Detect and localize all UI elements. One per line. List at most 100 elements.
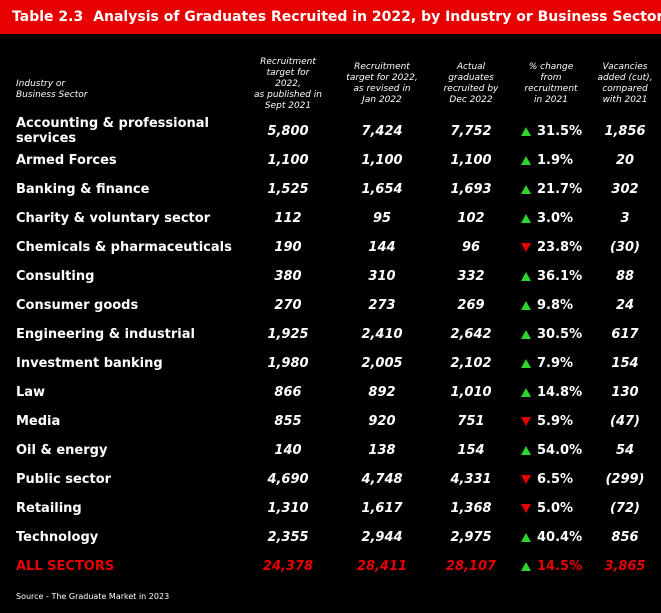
target-revised-value: 4,748 [361,471,403,487]
actual-value: 1,010 [450,384,492,400]
header-line: Recruitment [260,56,316,67]
vacancies-value: 88 [615,268,635,284]
percent-change-value: 14.8% [537,384,583,400]
percent-change-value: 14.5% [537,558,583,574]
actual-value: 2,642 [450,326,492,342]
header-line: Vacancies [602,62,648,72]
actual-value: 751 [457,413,485,429]
actual-value: 1,368 [450,500,492,516]
percent-change-cell: 23.8% [513,233,589,261]
down-arrow-icon [521,474,531,484]
percent-change-value: 40.4% [537,529,583,545]
target-revised-value: 1,100 [361,152,403,168]
sector-name: Retailing [16,500,82,516]
vacancies-value: (30) [610,239,640,255]
target-published-value: 24,378 [262,558,314,574]
percent-change-cell: 54.0% [513,436,589,464]
actual-value: 2,975 [450,529,492,545]
target-published-value: 4,690 [267,471,309,487]
target-published-value: 866 [274,384,302,400]
percent-change-cell: 9.8% [513,291,589,319]
target-revised-value: 144 [368,239,396,255]
up-arrow-icon [521,561,531,571]
vacancies-value: (299) [605,471,645,487]
sector-name: Technology [16,529,99,545]
percent-change-cell: 30.5% [513,320,589,348]
header-line: target for 2022, [346,73,418,83]
target-revised-value: 310 [368,268,396,284]
table-number: Table 2.3 [12,9,84,25]
percent-change-cell: 36.1% [513,262,589,290]
percent-change-cell: 14.8% [513,378,589,406]
header-line: % change [528,62,574,72]
actual-value: 2,102 [450,355,492,371]
vacancies-value: 856 [611,529,639,545]
target-revised-value: 2,410 [361,326,403,342]
header-line: Dec 2022 [449,95,493,105]
up-arrow-icon [521,329,531,339]
header-line: as revised in [353,84,411,94]
table-row: Accounting & professional services 5,800 7… [0,116,661,146]
target-published-value: 112 [274,210,302,226]
vacancies-value: 3 [620,210,630,226]
vacancies-value: 1,856 [604,123,646,139]
header-line: graduates [448,73,494,83]
target-revised-value: 2,944 [361,529,403,545]
header-line: Jan 2022 [362,95,402,105]
percent-change-cell: 31.5% [513,117,589,145]
header-line: with 2021 [602,95,648,105]
percent-change-cell: 5.9% [513,407,589,435]
up-arrow-icon [521,126,531,136]
vacancies-value: 54 [615,442,635,458]
target-revised-value: 7,424 [361,123,403,139]
sector-name: Investment banking [16,355,163,371]
sector-name: Banking & finance [16,181,150,197]
target-published-value: 855 [274,413,302,429]
header-line: Recruitment [354,62,410,72]
target-published-value: 380 [274,268,302,284]
vacancies-value: (72) [610,500,640,516]
header-line: as published in [254,89,322,100]
sector-name: Engineering & industrial [16,326,195,342]
sector-name: Law [16,384,46,400]
up-arrow-icon [521,271,531,281]
target-published-value: 270 [274,297,302,313]
table-row: Charity & voluntary sector 112 95 102 3.0% 3 [0,204,661,232]
sector-name: Chemicals & pharmaceuticals [16,239,232,255]
percent-change-value: 30.5% [537,326,583,342]
vacancies-value: 20 [615,152,635,168]
up-arrow-icon [521,184,531,194]
table-row: Investment banking 1,980 2,005 2,102 7.9% 154 [0,349,661,377]
header-change: % change from recruitment in 2021 [513,56,589,112]
table-row: Law 866 892 1,010 14.8% 130 [0,378,661,406]
table-row: Engineering & industrial 1,925 2,410 2,642 3… [0,320,661,348]
vacancies-value: 130 [611,384,639,400]
header-line: from [540,73,562,83]
table-row: Banking & finance 1,525 1,654 1,693 21.7% 302 [0,175,661,203]
header-sector: Industry or Business Sector [16,62,136,118]
header-line: target for 2022, [266,67,310,89]
vacancies-value: 302 [611,181,639,197]
target-revised-value: 273 [368,297,396,313]
percent-change-value: 1.9% [537,152,574,168]
target-published-value: 1,525 [267,181,309,197]
table-row: Armed Forces 1,100 1,100 1,100 1.9% 20 [0,146,661,174]
actual-value: 102 [457,210,485,226]
table-row: Consulting 380 310 332 36.1% 88 [0,262,661,290]
actual-value: 154 [457,442,485,458]
up-arrow-icon [521,213,531,223]
header-sector-line: Business Sector [16,90,88,100]
target-published-value: 1,310 [267,500,309,516]
header-line: compared [602,84,648,94]
total-row: ALL SECTORS 24,378 28,411 28,107 14.5% 3,865 [0,552,661,580]
table-row: Media 855 920 751 5.9% (47) [0,407,661,435]
up-arrow-icon [521,387,531,397]
actual-value: 28,107 [445,558,497,574]
table-row: Oil & energy 140 138 154 54.0% 54 [0,436,661,464]
percent-change-cell: 1.9% [513,146,589,174]
sector-name: Public sector [16,471,112,487]
sector-name: Armed Forces [16,152,117,168]
sector-name: Consulting [16,268,95,284]
percent-change-value: 6.5% [537,471,574,487]
header-target-revised: Recruitment target for 2022, as revised … [345,56,419,112]
